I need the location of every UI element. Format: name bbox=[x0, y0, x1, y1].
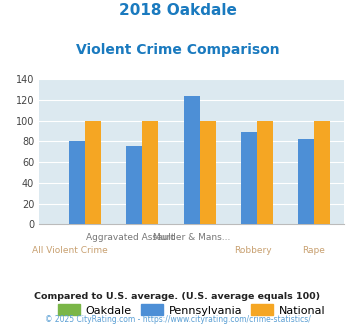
Bar bbox=[142, 121, 158, 224]
Bar bbox=[184, 96, 200, 224]
Text: Aggravated Assault: Aggravated Assault bbox=[86, 233, 175, 242]
Bar bbox=[298, 139, 315, 224]
Bar bbox=[126, 146, 142, 224]
Legend: Oakdale, Pennsylvania, National: Oakdale, Pennsylvania, National bbox=[54, 300, 330, 320]
Bar bbox=[85, 121, 101, 224]
Text: Robbery: Robbery bbox=[234, 246, 272, 255]
Bar bbox=[200, 121, 216, 224]
Text: © 2025 CityRating.com - https://www.cityrating.com/crime-statistics/: © 2025 CityRating.com - https://www.city… bbox=[45, 315, 310, 324]
Bar bbox=[257, 121, 273, 224]
Bar bbox=[315, 121, 331, 224]
Text: Violent Crime Comparison: Violent Crime Comparison bbox=[76, 43, 279, 57]
Text: Compared to U.S. average. (U.S. average equals 100): Compared to U.S. average. (U.S. average … bbox=[34, 292, 321, 301]
Text: All Violent Crime: All Violent Crime bbox=[32, 246, 108, 255]
Bar bbox=[241, 132, 257, 224]
Text: Rape: Rape bbox=[302, 246, 325, 255]
Text: Murder & Mans...: Murder & Mans... bbox=[153, 233, 230, 242]
Bar bbox=[69, 142, 85, 224]
Text: 2018 Oakdale: 2018 Oakdale bbox=[119, 3, 236, 18]
